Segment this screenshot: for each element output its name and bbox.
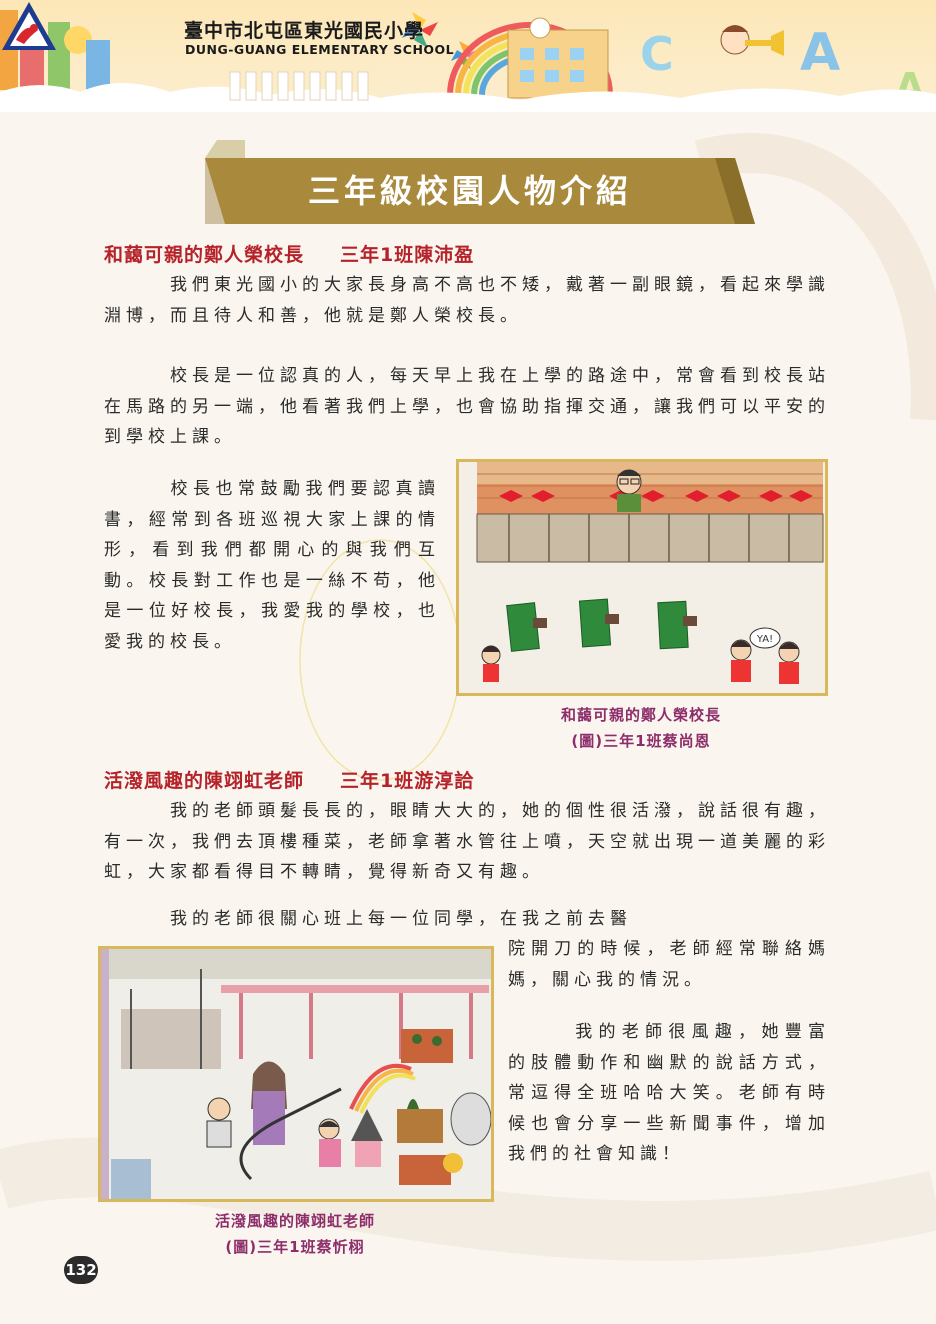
section2-paragraph2-rest: 院開刀的時候，老師經常聯絡媽媽，關心我的情況。 <box>508 934 830 995</box>
principal-drawing-caption: 和藹可親的鄭人榮校長 (圖)三年1班蔡尚恩 <box>456 702 826 754</box>
school-name-english: DUNG-GUANG ELEMENTARY SCHOOL <box>185 42 455 57</box>
school-name-chinese: 臺中市北屯區東光國民小學 <box>184 20 425 42</box>
page-title: 三年級校園人物介紹 <box>307 172 632 210</box>
page-number: 132 <box>64 1256 98 1284</box>
svg-text:A: A <box>800 23 840 83</box>
section2-p1-text: 我的老師頭髮長長的，眼睛大大的，她的個性很活潑，說話很有趣，有一次，我們去頂樓種… <box>104 801 830 882</box>
section1-heading: 和藹可親的鄭人榮校長 三年1班陳沛盈 <box>104 240 474 267</box>
section2-title: 活潑風趣的陳翊虹老師 <box>104 770 305 792</box>
teacher-drawing <box>98 946 494 1202</box>
section2-paragraph3: 我的老師很風趣，她豐富的肢體動作和幽默的說話方式，常逗得全班哈哈大笑。老師有時候… <box>508 1017 830 1170</box>
teacher-drawing-art <box>101 949 491 1199</box>
header-banner: C A A 臺中市北屯區東光國民小學 DUNG-GUANG ELEMENTARY… <box>0 0 936 112</box>
section1-title: 和藹可親的鄭人榮校長 <box>104 244 305 266</box>
section1-p3-text: 校長也常鼓勵我們要認真讀書，經常到各班巡視大家上課的情形，看到我們都開心的與我們… <box>104 479 440 652</box>
section1-paragraph3: 校長也常鼓勵我們要認真讀書，經常到各班巡視大家上課的情形，看到我們都開心的與我們… <box>104 474 440 657</box>
caption1-line1: 和藹可親的鄭人榮校長 <box>560 706 721 724</box>
section1-paragraph2: 校長是一位認真的人，每天早上我在上學的路途中，常會看到校長站在馬路的另一端，他看… <box>104 361 830 453</box>
section2-paragraph1: 我的老師頭髮長長的，眼睛大大的，她的個性很活潑，說話很有趣，有一次，我們去頂樓種… <box>104 796 830 888</box>
caption1-line2: (圖)三年1班蔡尚恩 <box>571 732 711 750</box>
caption2-line1: 活潑風趣的陳翊虹老師 <box>214 1212 375 1230</box>
section2-p2b-text: 院開刀的時候，老師經常聯絡媽媽，關心我的情況。 <box>508 939 830 990</box>
drawing-speech-bubble: YA! <box>756 634 773 645</box>
school-logo-icon <box>2 2 56 50</box>
section1-paragraph1: 我們東光國小的大家長身高不高也不矮，戴著一副眼鏡，看起來學識淵博，而且待人和善，… <box>104 270 830 331</box>
teacher-drawing-caption: 活潑風趣的陳翊虹老師 (圖)三年1班蔡忻栩 <box>100 1208 490 1260</box>
svg-text:C: C <box>640 27 674 81</box>
section2-author: 三年1班游淳詥 <box>340 770 475 792</box>
principal-drawing-art: YA! <box>459 462 825 693</box>
principal-drawing: YA! <box>456 459 828 696</box>
section2-p2a-text: 我的老師很關心班上每一位同學，在我之前去醫 <box>170 909 632 929</box>
header-illustration: C A A <box>0 0 936 112</box>
section1-p1-text: 我們東光國小的大家長身高不高也不矮，戴著一副眼鏡，看起來學識淵博，而且待人和善，… <box>104 275 830 326</box>
section1-p2-text: 校長是一位認真的人，每天早上我在上學的路途中，常會看到校長站在馬路的另一端，他看… <box>104 366 830 447</box>
section2-paragraph2-line1: 我的老師很關心班上每一位同學，在我之前去醫 <box>104 904 830 935</box>
section1-author: 三年1班陳沛盈 <box>340 244 475 266</box>
section2-heading: 活潑風趣的陳翊虹老師 三年1班游淳詥 <box>104 766 474 793</box>
title-ribbon <box>205 140 755 224</box>
caption2-line2: (圖)三年1班蔡忻栩 <box>225 1238 365 1256</box>
section2-p3-text: 我的老師很風趣，她豐富的肢體動作和幽默的說話方式，常逗得全班哈哈大笑。老師有時候… <box>508 1022 830 1164</box>
